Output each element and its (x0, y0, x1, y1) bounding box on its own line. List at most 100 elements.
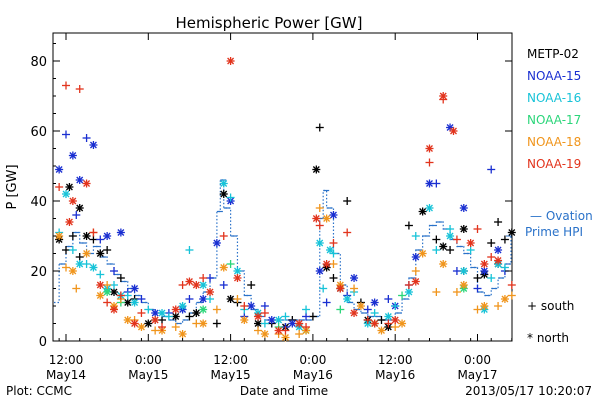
south-point (494, 218, 503, 226)
south-point (411, 232, 420, 240)
south-point (343, 197, 352, 205)
north-point (89, 141, 98, 149)
south-point (363, 316, 372, 324)
plot-timestamp: 2013/05/17 10:20:07 (465, 384, 592, 398)
south-point (219, 281, 228, 289)
north-point (96, 249, 105, 258)
north-point (274, 316, 283, 324)
south-point (185, 312, 194, 321)
south-point (260, 319, 269, 328)
x-tick-label-time: 12:00 (49, 353, 84, 367)
north-point (62, 190, 70, 198)
north-point (75, 260, 84, 268)
south-point (281, 326, 290, 335)
north-point (418, 249, 427, 258)
south-point (247, 281, 256, 289)
north-point (260, 330, 269, 338)
north-point (171, 305, 180, 314)
north-point (312, 214, 321, 223)
north-point (199, 319, 208, 328)
south-point (302, 323, 311, 331)
north-point (315, 239, 324, 247)
south-point (185, 246, 194, 254)
north-point (171, 312, 180, 321)
north-point (459, 225, 468, 233)
north-point (206, 288, 215, 296)
north-point (411, 277, 420, 286)
south-point (350, 284, 359, 293)
south-point (260, 309, 269, 317)
south-point (473, 305, 482, 314)
south-point (171, 323, 180, 331)
y-axis-label: P [GW] (5, 164, 20, 209)
north-point (130, 284, 139, 293)
north-point (96, 281, 105, 289)
north-point (439, 242, 448, 251)
north-point (110, 305, 119, 314)
south-point (315, 221, 324, 230)
north-point (233, 267, 242, 275)
north-point (137, 323, 146, 331)
south-point (487, 165, 496, 174)
south-point (487, 253, 496, 261)
south-point (110, 281, 119, 289)
north-point (274, 326, 283, 335)
south-point (103, 246, 112, 254)
north-point (82, 232, 91, 240)
south-point (377, 316, 386, 324)
north-point (370, 298, 379, 307)
south-point (240, 302, 249, 310)
south-point (254, 326, 263, 335)
north-point (55, 165, 64, 174)
north-point (449, 127, 458, 135)
y-tick-label: 40 (30, 195, 47, 210)
north-point (219, 190, 228, 198)
south-point (62, 81, 70, 90)
north-point (404, 288, 413, 296)
south-point (336, 305, 345, 314)
south-point (164, 312, 173, 321)
x-tick-label-date: May15 (128, 368, 168, 382)
x-tick-label-time: 0:00 (299, 353, 326, 367)
north-point (226, 295, 235, 303)
south-point (370, 309, 379, 317)
north-point (123, 298, 132, 307)
south-point (452, 288, 461, 296)
series-noaa-15 (55, 123, 509, 331)
south-point (89, 228, 98, 237)
north-point (212, 239, 221, 247)
south-point (507, 291, 516, 300)
north-point (384, 312, 393, 321)
north-point (219, 179, 228, 188)
south-point (432, 246, 441, 254)
north-point (329, 211, 338, 219)
north-point (55, 232, 64, 240)
north-point (82, 179, 91, 188)
north-point (199, 305, 208, 314)
legend-entry-noaa-18: NOAA-18 (527, 135, 581, 149)
north-point (439, 260, 448, 268)
x-tick-label-date: May15 (211, 368, 251, 382)
north-point (425, 179, 434, 188)
north-point (178, 330, 187, 338)
south-point (363, 305, 372, 314)
x-axis-label: Date and Time (240, 384, 328, 398)
south-point (72, 284, 81, 293)
south-point (411, 267, 420, 275)
south-point (144, 305, 153, 314)
south-point (75, 253, 84, 261)
south-point (96, 270, 105, 279)
plot-credit: Plot: CCMC (6, 384, 72, 398)
south-point (487, 239, 496, 247)
south-point (96, 235, 105, 244)
south-point (62, 130, 70, 139)
south-point (404, 221, 413, 230)
south-point (343, 228, 352, 237)
south-point (226, 260, 235, 268)
north-point (281, 333, 290, 342)
north-point (199, 295, 208, 303)
south-point (500, 263, 509, 272)
north-point (65, 183, 74, 191)
south-point (68, 232, 77, 240)
